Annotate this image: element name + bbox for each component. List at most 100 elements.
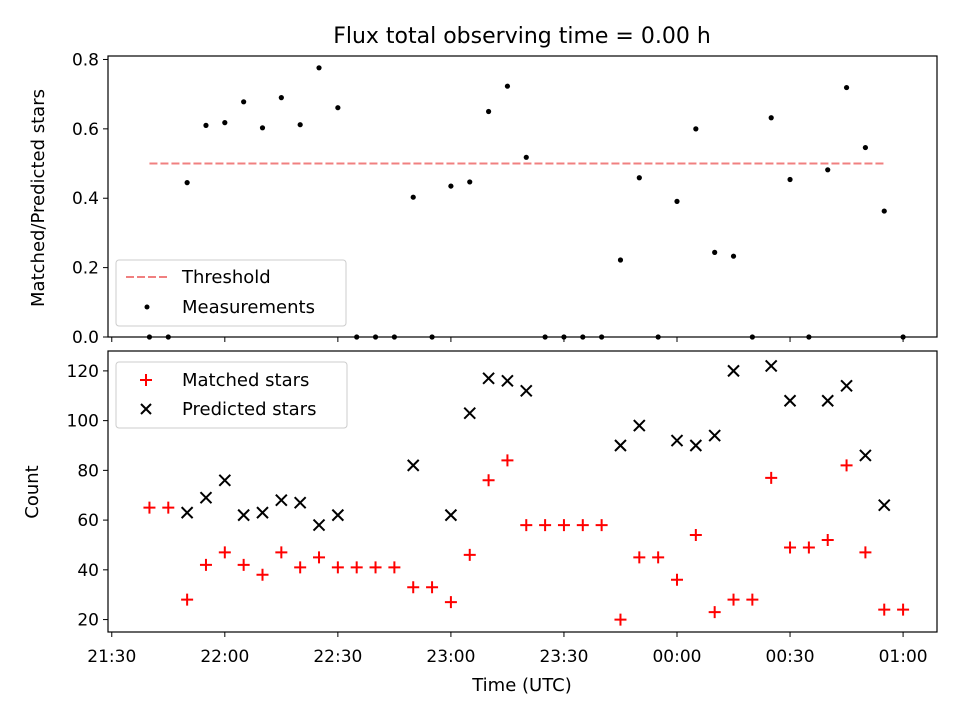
matched-point-1: [162, 501, 175, 514]
matched-point-31: [727, 593, 740, 606]
matched-point-10: [331, 561, 344, 574]
ratio-y-tick-label-3: 0.6: [72, 120, 99, 140]
measurement-point-3: [203, 122, 209, 128]
count-x-tick-label-4: 23:30: [539, 647, 588, 667]
legend-measurements-swatch: [144, 304, 150, 310]
count-x-tick-label-5: 00:00: [652, 647, 701, 667]
matched-point-7: [275, 546, 288, 559]
predicted-point-14: [520, 384, 533, 397]
predicted-point-5: [275, 493, 288, 507]
predicted-point-23: [821, 394, 834, 407]
predicted-point-6: [293, 496, 307, 509]
predicted-point-2: [218, 474, 232, 487]
measurement-point-14: [410, 194, 416, 200]
predicted-point-17: [670, 434, 684, 447]
matched-point-18: [482, 474, 495, 487]
measurement-point-29: [693, 126, 699, 132]
measurement-point-34: [787, 176, 793, 183]
count-legend-box: [115, 361, 348, 429]
matched-point-9: [313, 551, 326, 564]
measurement-point-18: [485, 108, 492, 115]
measurement-point-31: [730, 253, 737, 259]
matched-point-14: [407, 581, 420, 594]
ratio-y-tick-label-1: 0.2: [72, 259, 99, 279]
matched-point-17: [463, 548, 476, 561]
measurement-point-17: [467, 179, 473, 185]
matched-point-3: [199, 558, 212, 571]
predicted-point-16: [633, 419, 646, 432]
measurement-point-5: [241, 99, 247, 105]
matched-point-28: [670, 573, 683, 586]
ratio-y-axis-label: Matched/Predicted stars: [28, 89, 49, 307]
ratio-axes: 0.0 0.2 0.4 0.6 0.8: [72, 50, 938, 348]
count-x-tick-label-3: 23:00: [426, 647, 475, 667]
matched-point-23: [576, 519, 589, 532]
legend-predicted-swatch: [140, 403, 152, 415]
measurement-point-20: [523, 154, 529, 160]
measurement-point-39: [881, 208, 887, 214]
measurement-point-38: [862, 144, 869, 151]
predicted-point-18: [689, 439, 703, 452]
legend-predicted-label: Predicted stars: [182, 399, 316, 420]
measurement-point-2: [184, 180, 190, 186]
measurement-point-10: [335, 105, 341, 111]
matched-point-33: [765, 471, 778, 484]
figure-title: Flux total observing time = 0.00 h: [333, 24, 711, 49]
matched-point-24: [595, 519, 608, 532]
measurement-point-26: [636, 175, 642, 181]
count-legend: Matched stars Predicted stars: [115, 361, 348, 429]
count-x-tick-label-2: 22:30: [313, 647, 362, 667]
ratio-y-tick-label-2: 0.4: [72, 189, 99, 209]
legend-threshold-label: Threshold: [181, 267, 271, 288]
count-axes: 20 40 60 80 100 120 21:30 22:00 22:30 23:00 23:30 0…: [67, 350, 938, 667]
matched-point-16: [444, 596, 457, 609]
count-x-tick-label-7: 01:00: [879, 647, 928, 667]
matched-point-35: [802, 541, 815, 554]
predicted-point-4: [256, 506, 269, 519]
matched-point-22: [557, 519, 570, 532]
predicted-point-13: [501, 374, 514, 388]
predicted-point-10: [444, 508, 458, 522]
matched-point-19: [501, 454, 514, 467]
matched-point-6: [256, 568, 269, 581]
measurement-point-36: [825, 167, 831, 173]
predicted-point-7: [312, 518, 326, 532]
count-x-tick-label-0: 21:30: [87, 647, 136, 667]
predicted-point-11: [463, 406, 476, 420]
count-y-tick-label-1: 40: [77, 561, 99, 581]
matched-point-26: [633, 551, 646, 564]
predicted-point-12: [482, 372, 495, 385]
matched-point-25: [614, 613, 627, 626]
matched-point-13: [388, 561, 401, 574]
count-y-tick-label-4: 100: [67, 412, 99, 432]
ratio-y-tick-label-0: 0.0: [72, 328, 99, 348]
measurement-point-37: [843, 84, 850, 91]
measurement-point-7: [278, 95, 284, 101]
matched-point-30: [708, 606, 721, 619]
matched-point-5: [237, 558, 250, 571]
predicted-point-9: [407, 459, 420, 472]
measurement-point-28: [674, 198, 680, 204]
matched-point-20: [520, 519, 533, 532]
count-marks: [143, 359, 910, 626]
predicted-point-20: [727, 364, 740, 378]
count-y-tick-label-0: 20: [77, 611, 99, 631]
measurement-point-33: [768, 115, 774, 121]
matched-point-32: [746, 593, 759, 606]
count-y-tick-label-5: 120: [67, 362, 99, 382]
measurement-point-9: [316, 65, 322, 71]
measurement-point-30: [712, 249, 718, 255]
predicted-point-19: [708, 429, 721, 442]
predicted-point-25: [859, 449, 872, 462]
count-y-axis-label: Count: [22, 465, 43, 518]
predicted-point-0: [180, 506, 194, 519]
ratio-legend-box: [115, 259, 347, 327]
predicted-point-8: [331, 508, 345, 522]
matched-point-27: [652, 551, 665, 564]
count-x-axis-label: Time (UTC): [471, 675, 572, 696]
matched-point-40: [897, 603, 910, 616]
count-x-tick-label-1: 22:00: [200, 647, 249, 667]
legend-matched-swatch: [140, 374, 152, 386]
